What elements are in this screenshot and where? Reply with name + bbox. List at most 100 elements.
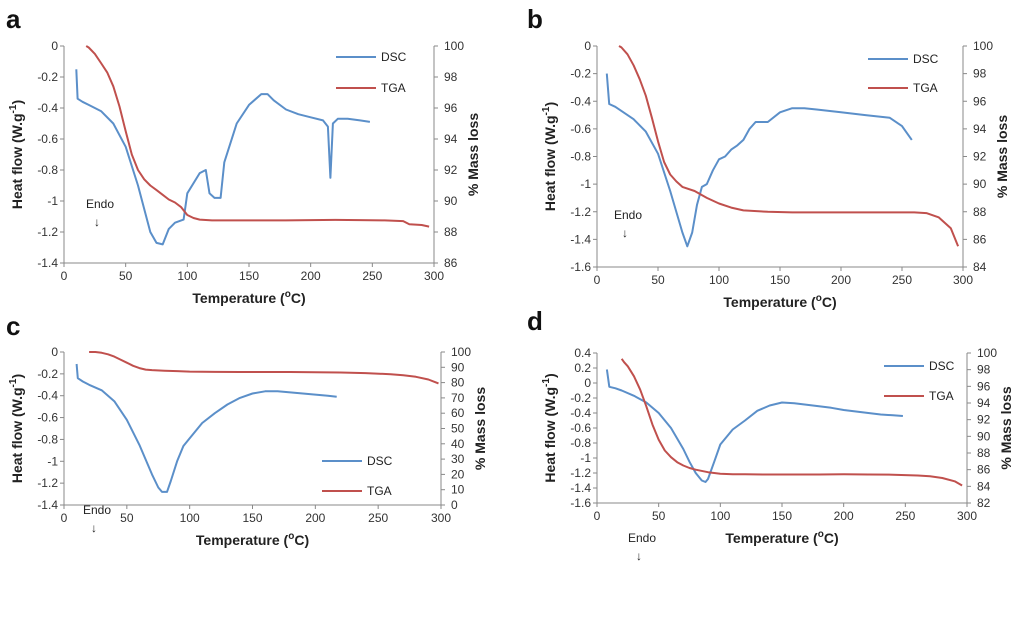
y-axis-title-sup: -1 — [8, 104, 19, 113]
x-tick-label: 300 — [424, 269, 444, 283]
x-tick-label: 150 — [770, 273, 790, 287]
x-axis-title-end: C) — [291, 290, 306, 306]
y2-tick-label: 84 — [973, 260, 987, 274]
y-axis-title: Heat flow (W.g-1) — [8, 374, 25, 483]
y-tick-label: 0.2 — [574, 361, 591, 375]
y2-axis-title: % Mass loss — [465, 113, 481, 196]
series-line-dsc — [75, 69, 371, 246]
panel-letter: b — [527, 4, 543, 34]
x-tick-label: 100 — [180, 511, 200, 525]
y-tick-label: -1.4 — [570, 232, 591, 246]
y-tick-label: -0.4 — [37, 389, 58, 403]
legend-label-dsc: DSC — [367, 454, 393, 468]
y2-tick-label: 96 — [977, 379, 991, 393]
x-axis-title: Temperature (oC) — [192, 289, 305, 306]
y-axis-title-sup: -1 — [8, 378, 19, 387]
endo-annotation: Endo — [83, 503, 111, 517]
y-tick-label: -0.4 — [570, 94, 591, 108]
x-axis-title: Temperature (oC) — [196, 531, 309, 548]
series-line-tga — [618, 45, 960, 247]
x-tick-label: 250 — [362, 269, 382, 283]
y-axis-title-main: Heat flow (W.g — [9, 387, 25, 483]
chart-panel-c: c0 50 100 150 200 250 300-1.4-1.2-1-0.8-0.6-0.… — [6, 311, 488, 548]
legend-label-tga: TGA — [367, 484, 392, 498]
y2-tick-label: 82 — [977, 496, 991, 510]
y-axis-title-end: ) — [542, 373, 558, 378]
legend-label-tga: TGA — [913, 81, 938, 95]
y2-tick-label: 100 — [977, 346, 997, 360]
x-axis-title-sup: o — [816, 293, 822, 304]
x-axis-title-end: C) — [294, 532, 309, 548]
x-tick-label: 100 — [177, 269, 197, 283]
chart-panel-a: a 0 50 100 150 200 250 300 -1.4 -1.2 -1 -0.8 -0.6 -0.… — [6, 4, 481, 306]
x-tick-label: 200 — [834, 509, 854, 523]
x-axis-title-sup: o — [288, 531, 294, 542]
x-tick-label: 150 — [242, 511, 262, 525]
y-tick-label: 0 — [584, 376, 591, 390]
y2-tick-label: 90 — [973, 177, 987, 191]
y-tick-label: -0.6 — [37, 411, 58, 425]
y-tick-label: -0.6 — [570, 421, 591, 435]
y-tick-label: -0.8 — [570, 150, 591, 164]
y2-tick-label: 98 — [444, 70, 458, 84]
y2-axis-title: % Mass loss — [994, 115, 1010, 198]
y-tick-label: 0 — [584, 39, 591, 53]
y-axis-title-main: Heat flow (W.g — [542, 387, 558, 483]
x-tick-label: 250 — [368, 511, 388, 525]
x-tick-label: 50 — [652, 509, 666, 523]
y-tick-label: 0 — [51, 39, 58, 53]
legend-label-dsc: DSC — [381, 50, 407, 64]
y2-tick-label: 98 — [973, 67, 987, 81]
x-tick-label: 150 — [772, 509, 792, 523]
chart-panel-d: d0 50 100 150 200 250 300-1.6-1.4-1.2-1-0.8-0.… — [527, 306, 1014, 563]
y2-tick-label: 92 — [444, 163, 458, 177]
x-tick-label: 50 — [120, 511, 134, 525]
y2-tick-label: 98 — [977, 363, 991, 377]
y-tick-label: -1 — [47, 454, 58, 468]
y-tick-label: -0.8 — [37, 432, 58, 446]
x-tick-label: 250 — [895, 509, 915, 523]
y2-tick-label: 88 — [444, 225, 458, 239]
x-tick-label: 300 — [957, 509, 977, 523]
y2-tick-label: 10 — [451, 483, 465, 497]
y2-tick-label: 100 — [444, 39, 464, 53]
y-tick-label: -1.6 — [570, 496, 591, 510]
x-tick-label: 150 — [239, 269, 259, 283]
y-tick-label: -1.4 — [37, 256, 58, 270]
endo-annotation: Endo — [614, 208, 642, 222]
y-tick-label: -1.4 — [570, 481, 591, 495]
y-tick-label: -0.4 — [570, 406, 591, 420]
panel-letter: c — [6, 311, 20, 341]
y2-tick-label: 94 — [977, 396, 991, 410]
x-tick-label: 0 — [594, 273, 601, 287]
legend-label-dsc: DSC — [929, 359, 955, 373]
y-tick-label: -1.2 — [37, 225, 58, 239]
panel-letter: d — [527, 306, 543, 336]
y-axis-title-end: ) — [9, 374, 25, 379]
legend-label-dsc: DSC — [913, 52, 939, 66]
legend-label-tga: TGA — [381, 81, 406, 95]
y-axis-title: Heat flow (W.g-1) — [8, 100, 25, 209]
y2-tick-label: 88 — [977, 446, 991, 460]
y-axis-title: Heat flow (W.g-1) — [541, 102, 558, 211]
y2-tick-label: 96 — [444, 101, 458, 115]
x-tick-label: 250 — [892, 273, 912, 287]
y-axis-title-main: Heat flow (W.g — [542, 115, 558, 211]
x-tick-label: 0 — [594, 509, 601, 523]
y2-tick-label: 70 — [451, 391, 465, 405]
y-axis-title: Heat flow (W.g-1) — [541, 373, 558, 482]
y-tick-label: -0.6 — [37, 132, 58, 146]
y2-tick-label: 50 — [451, 422, 465, 436]
y-tick-label: -0.8 — [37, 163, 58, 177]
x-axis-title: Temperature (oC) — [725, 529, 838, 546]
x-tick-label: 300 — [431, 511, 451, 525]
x-axis-title-main: Temperature ( — [192, 290, 285, 306]
x-axis-title-end: C) — [822, 294, 837, 310]
y-tick-label: -0.2 — [570, 391, 591, 405]
x-tick-label: 100 — [709, 273, 729, 287]
x-tick-label: 200 — [301, 269, 321, 283]
x-tick-label: 0 — [61, 511, 68, 525]
series-line-dsc — [605, 73, 913, 248]
y-tick-label: -1 — [580, 451, 591, 465]
